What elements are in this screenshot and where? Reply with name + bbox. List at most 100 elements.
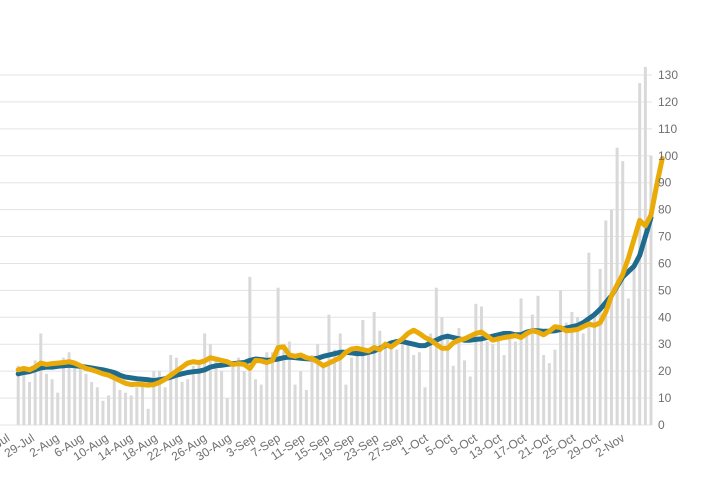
- daily-bar: [429, 333, 433, 425]
- daily-bar: [169, 355, 173, 425]
- daily-bar: [225, 398, 229, 425]
- daily-bar: [412, 355, 416, 425]
- daily-bar: [496, 338, 500, 425]
- daily-bar: [361, 320, 365, 425]
- daily-bar: [649, 155, 653, 425]
- daily-bar: [73, 368, 77, 425]
- line-series: [15, 155, 665, 388]
- daily-bar: [242, 371, 246, 425]
- y-tick-label: 10: [658, 391, 672, 405]
- daily-bar: [39, 333, 43, 425]
- daily-bar: [124, 392, 128, 425]
- daily-bar: [118, 390, 122, 425]
- daily-bar: [304, 390, 308, 425]
- daily-bar: [282, 349, 286, 425]
- daily-bar: [310, 355, 314, 425]
- daily-bar: [440, 317, 444, 425]
- daily-bar: [28, 381, 31, 425]
- daily-bar: [33, 360, 37, 425]
- daily-bar: [16, 365, 20, 425]
- daily-bar: [559, 290, 563, 425]
- daily-bar: [174, 357, 178, 425]
- daily-bar: [536, 295, 540, 425]
- daily-bar: [474, 303, 478, 425]
- daily-bar: [67, 352, 71, 425]
- daily-bar: [446, 336, 450, 425]
- daily-bar: [135, 387, 139, 425]
- y-tick-label: 0: [658, 418, 665, 432]
- daily-bar: [350, 357, 354, 425]
- y-tick-label: 70: [658, 230, 672, 244]
- daily-bar: [84, 373, 88, 425]
- daily-bar: [609, 209, 613, 425]
- daily-bar: [508, 336, 512, 425]
- daily-bar: [95, 387, 99, 425]
- daily-bar: [598, 268, 602, 425]
- daily-bar: [372, 311, 376, 425]
- daily-bar: [355, 349, 359, 425]
- y-tick-label: 110: [658, 122, 677, 136]
- daily-bar: [248, 276, 252, 425]
- daily-bar: [90, 381, 94, 425]
- daily-bar: [423, 387, 427, 425]
- daily-bar: [626, 298, 630, 425]
- daily-bar: [417, 352, 421, 425]
- daily-bar: [259, 384, 263, 425]
- daily-bar: [530, 314, 534, 425]
- daily-bar: [152, 371, 156, 425]
- daily-bar: [621, 161, 625, 425]
- y-tick-label: 60: [658, 256, 672, 270]
- daily-bar: [146, 408, 150, 425]
- daily-bar: [485, 341, 489, 425]
- daily-bar: [78, 365, 82, 425]
- daily-bar: [214, 360, 218, 425]
- y-tick-label: 120: [658, 95, 678, 109]
- y-tick-label: 80: [658, 203, 672, 217]
- x-tick-label: 2-Nov: [593, 431, 627, 460]
- daily-bar: [451, 365, 455, 425]
- daily-bar: [237, 357, 241, 425]
- daily-bar: [632, 263, 636, 425]
- daily-bar: [327, 314, 331, 425]
- daily-bar: [593, 311, 596, 425]
- daily-bar: [519, 298, 523, 425]
- y-tick-label: 130: [658, 68, 678, 82]
- daily-bar: [581, 333, 585, 425]
- daily-bar: [513, 341, 517, 425]
- daily-bar: [265, 352, 269, 425]
- daily-bar: [180, 381, 184, 425]
- daily-bar: [231, 365, 235, 425]
- y-tick-label: 40: [658, 310, 672, 324]
- gridlines: [0, 74, 652, 426]
- daily-bar: [129, 395, 133, 425]
- daily-bar: [56, 392, 60, 425]
- daily-bar: [44, 373, 48, 425]
- daily-bar: [191, 365, 195, 425]
- daily-bar: [321, 365, 325, 425]
- daily-bar: [389, 346, 393, 425]
- daily-bar: [197, 363, 201, 425]
- daily-bar: [383, 341, 387, 425]
- daily-bar: [587, 252, 591, 425]
- daily-bar: [547, 363, 551, 425]
- daily-bar: [141, 384, 144, 425]
- daily-bar: [61, 357, 65, 425]
- daily-bar: [570, 311, 574, 425]
- daily-bar: [186, 379, 190, 425]
- y-axis-ticks: 0 10 20 30 40 50 60 70 80 90 100 110 120 130: [658, 68, 678, 432]
- y-tick-label: 30: [658, 337, 672, 351]
- daily-bar: [203, 333, 207, 425]
- x-axis-ticks: 21-Jul25-Jul29-Jul2-Aug6-Aug10-Aug14-Aug…: [0, 430, 627, 463]
- daily-bar: [434, 287, 438, 425]
- daily-bar: [22, 371, 26, 425]
- y-tick-label: 20: [658, 364, 672, 378]
- daily-bar: [480, 306, 483, 425]
- y-tick-label: 90: [658, 176, 672, 190]
- daily-bar: [643, 66, 647, 425]
- daily-bar: [502, 355, 506, 425]
- daily-bar: [333, 349, 337, 425]
- daily-bar: [293, 384, 297, 425]
- daily-bar: [463, 360, 467, 425]
